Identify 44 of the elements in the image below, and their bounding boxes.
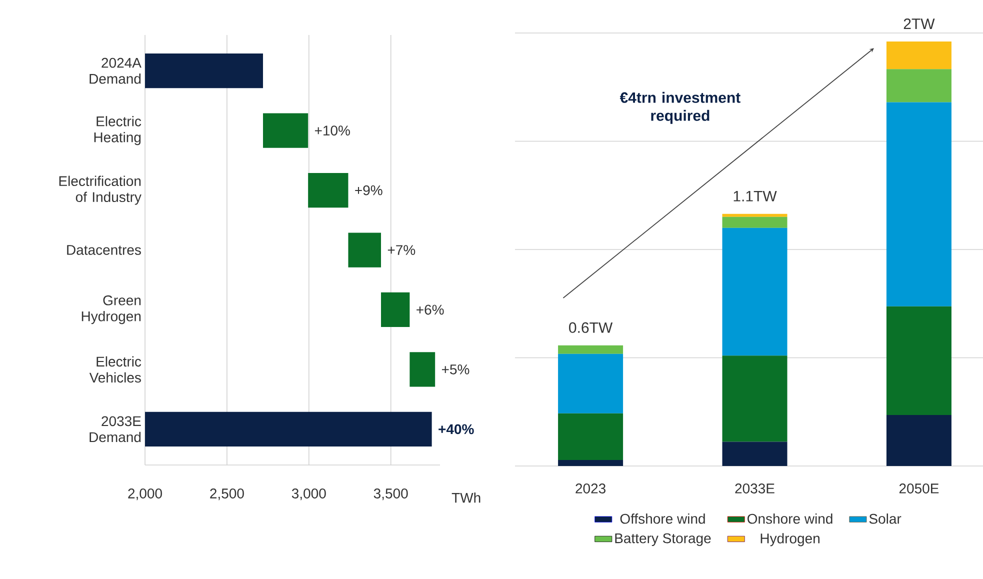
- bar: [886, 69, 952, 102]
- x-tick-label: 2023: [576, 484, 606, 494]
- y-tick-label: 2024A Demand: [90, 58, 142, 84]
- annotation: +40%: [438, 424, 474, 434]
- annotation: 1.1TW: [734, 190, 777, 202]
- bar: [722, 442, 788, 466]
- bar: [722, 216, 788, 228]
- y-tick-label: 2033E Demand: [90, 416, 141, 442]
- y-tick-label: Electrification of Industry: [59, 176, 142, 205]
- x-tick-label: 2050E: [899, 484, 939, 494]
- x-tick-label: 2033E: [735, 484, 774, 494]
- bar: [886, 306, 952, 416]
- annotation: +6%: [416, 304, 444, 315]
- bar: [722, 214, 788, 217]
- annotation: +5%: [442, 364, 470, 374]
- legend-label: Onshore wind: [748, 514, 832, 524]
- annotation: €4trn investment required: [620, 92, 740, 124]
- annotation: +9%: [355, 185, 382, 196]
- x-tick-label: 2,000: [128, 488, 162, 500]
- bar: [886, 102, 952, 306]
- legend-label: Battery Storage: [615, 533, 711, 546]
- annotation: 2TW: [904, 18, 935, 29]
- bar: [558, 345, 624, 354]
- y-tick-label: Datacentres: [67, 245, 141, 255]
- bar: [558, 354, 624, 414]
- legend-label: Offshore wind: [620, 514, 705, 524]
- x-tick-label: 3,000: [292, 488, 326, 500]
- legend-label: Solar: [869, 514, 902, 524]
- x-axis-title: TWh: [452, 492, 480, 503]
- y-tick-label: Green Hydrogen: [82, 295, 141, 324]
- legend-label: Hydrogen: [760, 533, 820, 546]
- y-tick-label: Electric Heating: [94, 116, 142, 146]
- bar: [722, 356, 788, 442]
- annotation: +7%: [388, 245, 416, 255]
- bar: [722, 228, 788, 356]
- bar: [886, 415, 952, 466]
- bar: [558, 460, 624, 466]
- annotation: 0.6TW: [569, 322, 613, 333]
- bar: [558, 413, 624, 460]
- bar: [886, 41, 952, 70]
- y-tick-label: Electric Vehicles: [89, 356, 142, 383]
- x-tick-label: 3,500: [374, 488, 408, 500]
- annotation: +10%: [314, 126, 350, 136]
- x-tick-label: 2,500: [210, 488, 244, 500]
